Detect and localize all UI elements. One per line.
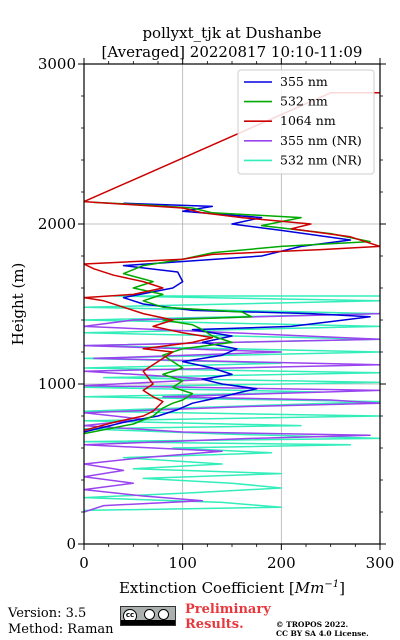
- y-axis-label: Height (m): [9, 263, 27, 346]
- preliminary-line-2: Results.: [185, 617, 244, 632]
- legend-label: 355 nm (NR): [280, 133, 362, 148]
- copyright-line-1: © TROPOS 2022.: [276, 620, 349, 629]
- y-tick-label: 2000: [38, 215, 76, 233]
- y-tick-label: 0: [66, 535, 76, 553]
- method-text: Method: Raman: [8, 622, 114, 637]
- series-line-3: [84, 312, 380, 513]
- preliminary-line-1: Preliminary: [185, 602, 271, 617]
- x-tick-label: 100: [168, 554, 197, 572]
- extinction-chart: pollyxt_tjk at Dushanbe [Averaged] 20220…: [9, 24, 395, 597]
- y-tick-label: 1000: [38, 375, 76, 393]
- chart-subtitle: [Averaged] 20220817 10:10-11:09: [102, 43, 363, 61]
- cc-by-sa-logo: cc: [120, 606, 176, 626]
- x-tick-label: 300: [366, 554, 395, 572]
- legend-label: 355 nm: [280, 74, 328, 89]
- series-line-0: [84, 202, 371, 433]
- series-layer: [84, 92, 380, 513]
- x-axis-label-exp: −1: [324, 579, 339, 590]
- by-icon: [144, 609, 155, 620]
- y-tick-label: 3000: [38, 55, 76, 73]
- version-text: Version: 3.5: [8, 606, 87, 621]
- series-line-2: [84, 92, 380, 432]
- x-axis-label-prefix: Extinction Coefficient [: [119, 579, 295, 597]
- x-tick-label: 0: [79, 554, 89, 572]
- sa-icon: [158, 609, 169, 620]
- x-axis-label: Extinction Coefficient [Mm−1]: [119, 579, 345, 597]
- legend-label: 532 nm: [280, 94, 328, 109]
- x-axis-label-unit: Mm: [294, 579, 325, 597]
- x-axis-label-suffix: ]: [339, 579, 345, 597]
- chart-title: pollyxt_tjk at Dushanbe: [142, 24, 321, 42]
- logo-strip: [121, 620, 175, 625]
- preliminary-note: Preliminary Results.: [185, 602, 271, 632]
- legend-label: 532 nm (NR): [280, 152, 362, 167]
- legend-label: 1064 nm: [280, 113, 336, 128]
- legend-box: [237, 69, 375, 175]
- x-tick-label: 200: [267, 554, 296, 572]
- series-line-4: [84, 295, 380, 512]
- legend: 355 nm 532 nm 1064 nm 355 nm (NR) 532 nm (NR…: [237, 69, 375, 175]
- copyright-line-2: CC BY SA 4.0 License.: [276, 629, 369, 638]
